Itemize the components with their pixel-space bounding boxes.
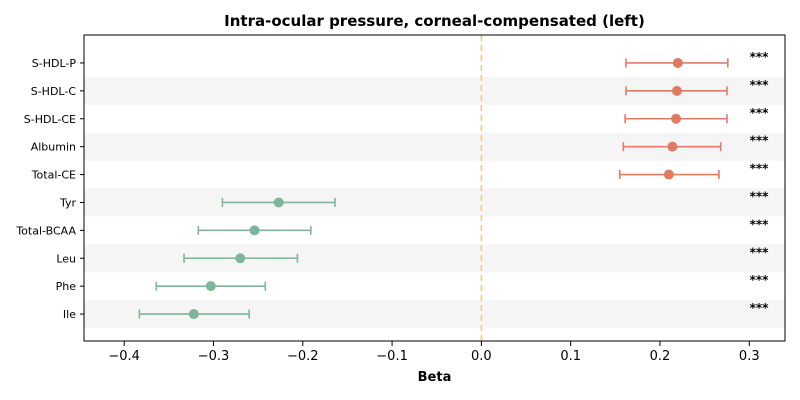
point-marker (188, 309, 199, 320)
row-bands (84, 76, 785, 328)
significance-label: *** (750, 217, 770, 231)
y-tick-label: Total-BCAA (15, 224, 76, 237)
significance-label: *** (750, 301, 770, 315)
significance-label: *** (750, 106, 770, 120)
chart-title: Intra-ocular pressure, corneal-compensat… (224, 12, 645, 30)
y-tick-label: S-HDL-P (32, 57, 77, 70)
significance-label: *** (750, 78, 770, 92)
data-points (188, 57, 683, 320)
significance-label: *** (750, 162, 770, 176)
x-ticks: −0.4 −0.3 −0.2 −0.1 0.0 0.1 0.2 0.3 (108, 341, 760, 364)
point-marker (667, 141, 678, 152)
x-tick-label: 0.1 (560, 349, 581, 364)
y-tick-labels: S-HDL-P S-HDL-C S-HDL-CE Albumin Total-CE Tyr… (15, 57, 84, 321)
row-band (84, 188, 785, 217)
x-tick-label: −0.1 (376, 349, 408, 364)
significance-label: *** (750, 273, 770, 287)
significance-label: *** (750, 189, 770, 203)
point-marker (671, 85, 682, 96)
y-tick-label: Phe (56, 280, 77, 293)
point-marker (235, 253, 246, 264)
y-tick-label: Total-CE (31, 169, 76, 182)
significance-label: *** (750, 134, 770, 148)
point-marker (249, 225, 260, 236)
x-tick-label: 0.2 (650, 349, 671, 364)
point-marker (205, 281, 216, 292)
significance-labels: *** *** *** *** *** *** *** *** *** *** (750, 50, 770, 315)
significance-label: *** (750, 245, 770, 259)
point-marker (663, 169, 674, 180)
y-tick-label: Tyr (59, 196, 77, 209)
y-tick-label: S-HDL-C (31, 85, 77, 98)
y-tick-label: Leu (56, 252, 76, 265)
point-marker (273, 197, 284, 208)
x-tick-label: −0.4 (108, 349, 140, 364)
y-tick-label: Ile (63, 308, 76, 321)
y-tick-label: S-HDL-CE (24, 113, 76, 126)
point-marker (672, 57, 683, 68)
plot-frame (83, 34, 786, 342)
x-tick-label: 0.0 (471, 349, 492, 364)
point-marker (671, 113, 682, 124)
y-tick-label: Albumin (31, 141, 76, 154)
x-tick-label: −0.3 (198, 349, 230, 364)
x-tick-label: −0.2 (287, 349, 319, 364)
x-axis-label: Beta (418, 370, 452, 385)
significance-label: *** (750, 50, 770, 64)
x-tick-label: 0.3 (739, 349, 760, 364)
